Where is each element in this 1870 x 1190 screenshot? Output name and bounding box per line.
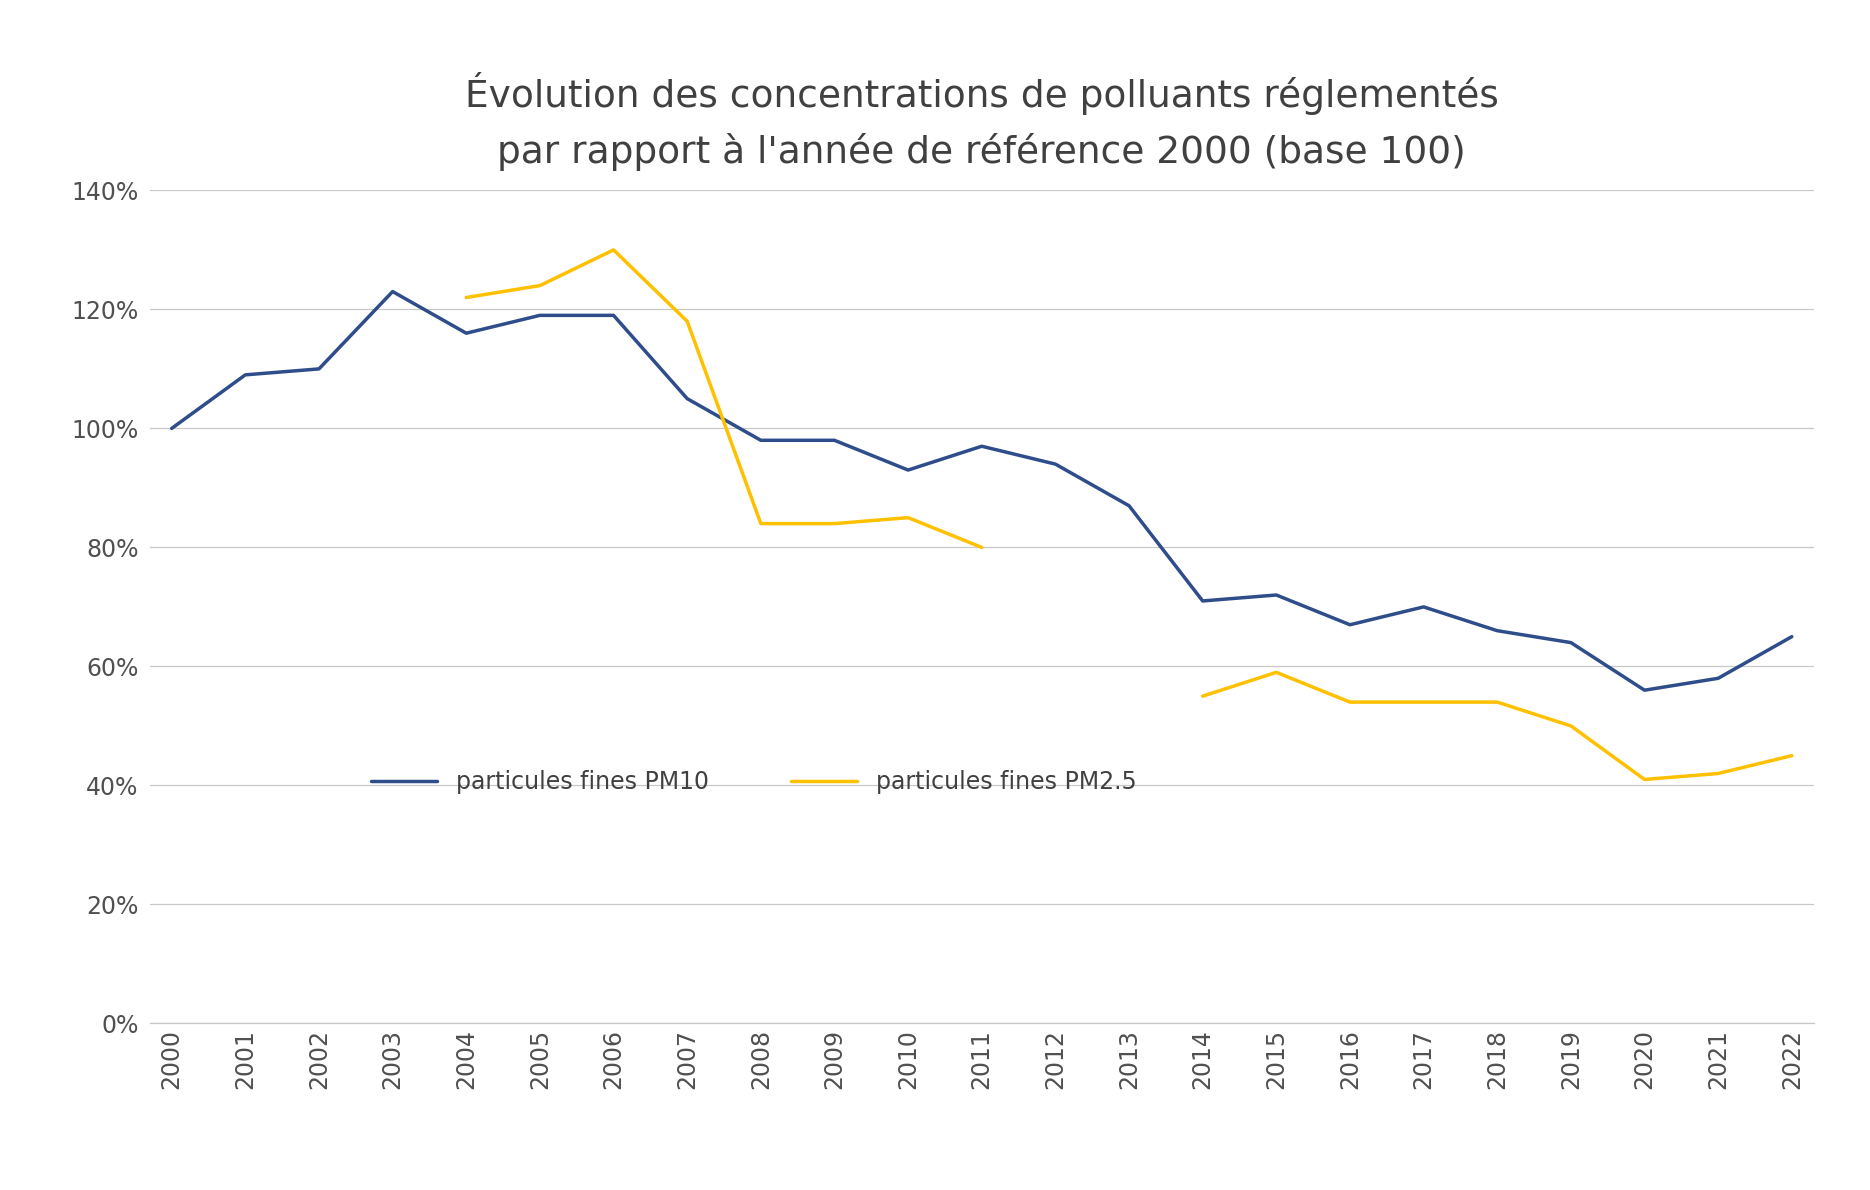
- particules fines PM10: [1412, 600, 1434, 614]
- particules fines PM10: [161, 421, 183, 436]
- particules fines PM2.5: [675, 314, 698, 328]
- particules fines PM10: [898, 463, 920, 477]
- particules fines PM2.5: [971, 540, 993, 555]
- particules fines PM10: [750, 433, 772, 447]
- particules fines PM2.5: [898, 511, 920, 525]
- particules fines PM10: [823, 433, 845, 447]
- particules fines PM10: [529, 308, 552, 322]
- particules fines PM10: [1707, 671, 1730, 685]
- Line: particules fines PM2.5: particules fines PM2.5: [466, 250, 982, 547]
- particules fines PM10: [1780, 630, 1803, 644]
- particules fines PM10: [1043, 457, 1066, 471]
- particules fines PM10: [454, 326, 477, 340]
- particules fines PM10: [602, 308, 625, 322]
- particules fines PM10: [381, 284, 404, 299]
- Legend: particules fines PM10, particules fines PM2.5: particules fines PM10, particules fines …: [361, 760, 1146, 803]
- particules fines PM10: [1339, 618, 1361, 632]
- particules fines PM10: [1191, 594, 1214, 608]
- particules fines PM10: [971, 439, 993, 453]
- particules fines PM10: [309, 362, 331, 376]
- particules fines PM10: [1266, 588, 1288, 602]
- particules fines PM2.5: [529, 278, 552, 293]
- Title: Évolution des concentrations de polluants réglementés
par rapport à l'année de r: Évolution des concentrations de polluant…: [466, 71, 1498, 170]
- particules fines PM10: [1118, 499, 1141, 513]
- particules fines PM2.5: [750, 516, 772, 531]
- particules fines PM10: [1487, 624, 1509, 638]
- particules fines PM2.5: [454, 290, 477, 305]
- particules fines PM10: [1633, 683, 1655, 697]
- particules fines PM10: [675, 392, 698, 406]
- particules fines PM2.5: [823, 516, 845, 531]
- particules fines PM10: [234, 368, 256, 382]
- particules fines PM2.5: [602, 243, 625, 257]
- particules fines PM10: [1560, 635, 1582, 650]
- Line: particules fines PM10: particules fines PM10: [172, 292, 1791, 690]
